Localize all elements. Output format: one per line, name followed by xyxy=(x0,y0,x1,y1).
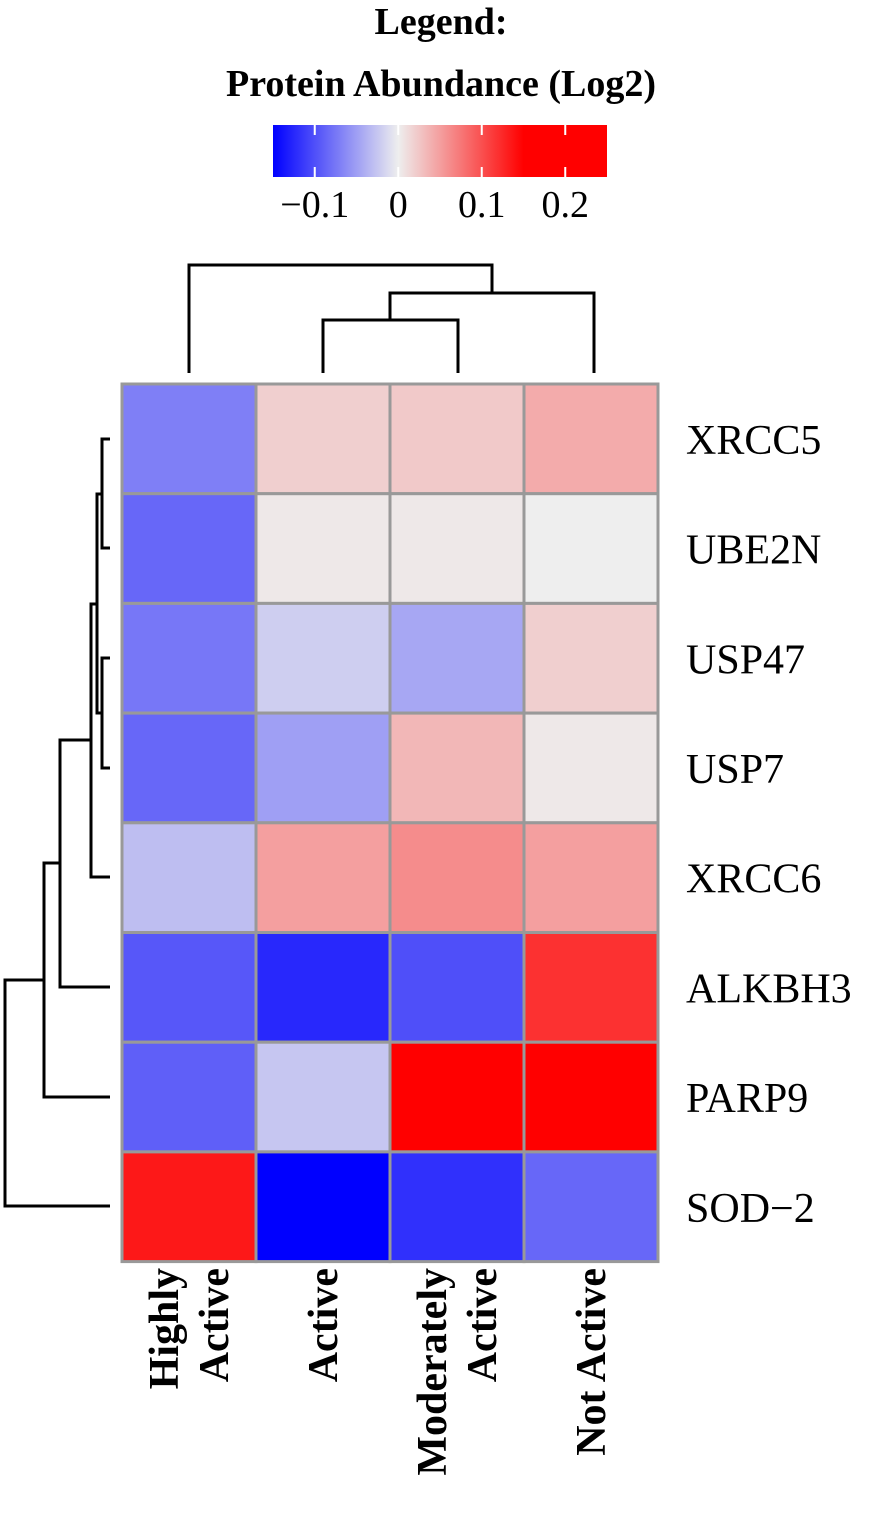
heatmap-cell xyxy=(120,931,258,1044)
heatmap-cell xyxy=(254,931,392,1044)
heatmap-cell xyxy=(522,601,660,715)
column-label: Active xyxy=(301,1268,347,1382)
row-label: XRCC5 xyxy=(686,418,821,464)
heatmap-cell xyxy=(254,382,392,496)
heatmap-cell xyxy=(522,711,660,825)
heatmap-cell xyxy=(522,821,660,934)
heatmap-cell xyxy=(120,382,258,496)
row-label: SOD−2 xyxy=(686,1186,815,1232)
row-dendrogram xyxy=(3,437,110,1208)
column-label: Not Active xyxy=(569,1268,615,1456)
heatmap-cell xyxy=(120,1040,258,1154)
heatmap-cell xyxy=(254,711,392,825)
column-labels: Highly Active Active Moderately Active Not Ac… xyxy=(142,1268,615,1476)
heatmap-cell xyxy=(388,601,526,715)
heatmap-cell xyxy=(522,931,660,1044)
heatmap-cells xyxy=(120,382,660,1264)
heatmap-cell xyxy=(522,492,660,605)
column-dendrogram xyxy=(187,263,596,373)
heatmap-cell xyxy=(388,821,526,934)
heatmap-cell xyxy=(254,821,392,934)
row-labels: XRCC5 UBE2N USP47 USP7 XRCC6 ALKBH3 PARP9 SOD−2 xyxy=(686,418,852,1232)
heatmap-cell xyxy=(388,931,526,1044)
heatmap-cell xyxy=(120,1150,258,1264)
heatmap-cell xyxy=(120,711,258,825)
legend-tick-label: 0 xyxy=(389,184,408,226)
column-label: Moderately xyxy=(410,1268,456,1476)
legend-ticks: −0.1 0 0.1 0.2 xyxy=(280,125,589,226)
heatmap-cell xyxy=(254,601,392,715)
row-label: PARP9 xyxy=(686,1076,808,1122)
row-label: XRCC6 xyxy=(686,857,821,903)
heatmap-cell xyxy=(254,1150,392,1264)
row-label: UBE2N xyxy=(686,528,821,574)
heatmap-cell xyxy=(388,492,526,605)
heatmap-cell xyxy=(254,492,392,605)
row-label: USP7 xyxy=(686,747,784,793)
column-label: Active xyxy=(192,1268,238,1382)
legend-tick-label: −0.1 xyxy=(280,184,349,226)
legend-tick-label: 0.2 xyxy=(542,184,590,226)
heatmap-cell xyxy=(388,1040,526,1154)
legend-tick-label: 0.1 xyxy=(458,184,506,226)
legend-title-line2: Protein Abundance (Log2) xyxy=(226,63,656,105)
heatmap-cell xyxy=(254,1040,392,1154)
heatmap-cell xyxy=(522,382,660,496)
heatmap-cell xyxy=(120,821,258,934)
heatmap-cell xyxy=(522,1150,660,1264)
heatmap-cell xyxy=(120,492,258,605)
column-label: Highly xyxy=(142,1268,188,1389)
legend-colorbar xyxy=(273,125,607,177)
heatmap-cell xyxy=(388,1150,526,1264)
heatmap-cell xyxy=(388,382,526,496)
legend-title-line1: Legend: xyxy=(375,1,508,43)
row-label: ALKBH3 xyxy=(686,966,852,1012)
heatmap-cell xyxy=(388,711,526,825)
column-label: Active xyxy=(460,1268,506,1382)
heatmap-cell xyxy=(522,1040,660,1154)
heatmap-cell xyxy=(120,601,258,715)
row-label: USP47 xyxy=(686,637,805,683)
